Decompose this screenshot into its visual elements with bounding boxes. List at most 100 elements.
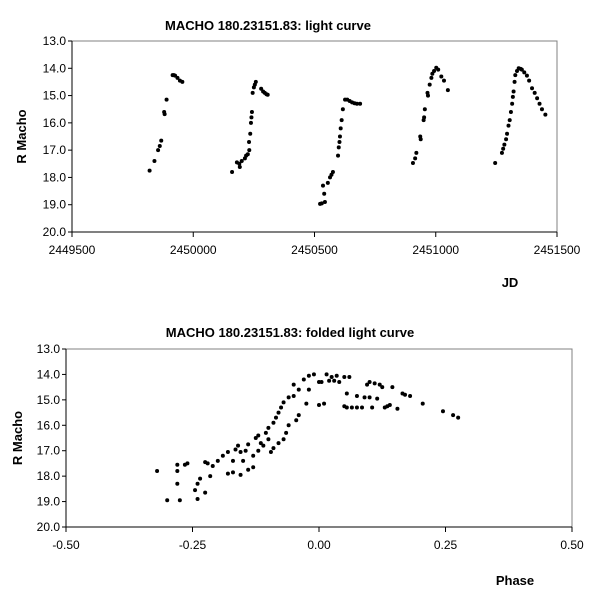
data-point	[185, 461, 190, 466]
data-point	[157, 144, 162, 149]
data-point	[510, 94, 515, 99]
data-point	[445, 88, 450, 93]
data-point	[327, 378, 332, 383]
data-point	[501, 146, 506, 151]
data-point	[330, 169, 335, 174]
data-point	[256, 433, 261, 438]
data-point	[365, 382, 370, 387]
x-tick-label: 2451500	[534, 243, 581, 257]
data-point	[225, 449, 230, 454]
data-point	[319, 201, 324, 206]
y-tick-label: 14.0	[37, 367, 61, 381]
data-point	[320, 183, 325, 188]
data-point	[530, 86, 535, 91]
data-point	[237, 161, 242, 166]
data-point	[418, 137, 423, 142]
data-point	[513, 73, 518, 78]
data-point	[420, 401, 425, 406]
y-tick-label: 13.0	[37, 342, 61, 356]
data-point	[177, 498, 182, 503]
data-point	[304, 401, 309, 406]
data-point	[237, 165, 242, 170]
data-point	[519, 67, 524, 72]
data-point	[253, 436, 258, 440]
data-point	[276, 410, 281, 415]
data-point	[248, 120, 253, 125]
y-tick-label: 18.0	[37, 469, 61, 483]
data-point	[414, 150, 419, 155]
y-tick-label: 14.0	[43, 61, 67, 75]
x-tick-label: 2450500	[291, 243, 338, 257]
data-point	[344, 391, 349, 396]
data-point	[527, 78, 532, 83]
data-point	[319, 380, 324, 385]
data-point	[193, 488, 198, 493]
data-point	[408, 394, 413, 399]
data-point	[175, 462, 180, 467]
data-point	[180, 79, 185, 84]
data-point	[175, 75, 180, 80]
data-point	[311, 372, 316, 377]
data-point	[215, 458, 220, 463]
data-point	[325, 180, 330, 185]
data-point	[220, 453, 225, 458]
chart-2: MACHO 180.23151.83: folded light curve 13…	[10, 325, 584, 588]
data-point	[332, 378, 337, 383]
data-point	[342, 374, 347, 379]
data-point	[324, 372, 329, 377]
x-tick-label: 2450000	[170, 243, 217, 257]
data-point	[390, 385, 395, 390]
y-tick-label: 20.0	[37, 520, 61, 534]
data-point	[347, 374, 352, 379]
data-point	[429, 75, 434, 80]
data-point	[236, 443, 241, 448]
data-point	[296, 387, 301, 392]
data-point	[360, 405, 365, 410]
data-point	[263, 430, 268, 435]
data-point	[156, 148, 161, 153]
data-point	[532, 90, 537, 95]
data-point	[245, 152, 250, 157]
data-point	[539, 107, 544, 112]
data-point	[354, 394, 359, 399]
data-point	[284, 430, 289, 435]
data-point	[370, 405, 375, 410]
chart-1: MACHO 180.23151.83: light curve 13.0 14.0 1…	[14, 18, 581, 290]
data-point	[195, 481, 200, 486]
data-point	[524, 73, 529, 78]
data-point	[410, 160, 415, 165]
chart-title: MACHO 180.23151.83: light curve	[165, 18, 371, 33]
data-point	[362, 395, 367, 400]
data-point	[505, 131, 510, 136]
data-point	[403, 392, 408, 397]
data-point	[543, 112, 548, 117]
data-point	[537, 101, 542, 106]
data-point	[354, 405, 359, 410]
data-point	[349, 405, 354, 410]
data-point	[233, 447, 238, 452]
data-point	[266, 437, 271, 442]
data-point	[336, 153, 341, 158]
data-point	[286, 423, 291, 428]
data-point	[241, 458, 246, 463]
x-tick-label: 0.25	[434, 538, 458, 552]
data-point	[413, 156, 418, 161]
data-point	[499, 150, 504, 155]
x-tick-label: 2449500	[49, 243, 96, 257]
data-point	[281, 400, 286, 405]
data-point	[164, 97, 169, 102]
data-point	[441, 78, 446, 83]
data-point	[329, 374, 334, 379]
y-tick-label: 16.0	[43, 116, 67, 130]
data-point	[271, 420, 276, 425]
data-point	[337, 134, 342, 139]
y-tick-label: 15.0	[43, 89, 67, 103]
data-point	[504, 137, 509, 142]
y-tick-label: 15.0	[37, 393, 61, 407]
data-point	[230, 169, 235, 174]
data-point	[291, 382, 296, 387]
data-point	[422, 107, 427, 112]
data-point	[251, 453, 256, 458]
data-point	[225, 471, 230, 476]
